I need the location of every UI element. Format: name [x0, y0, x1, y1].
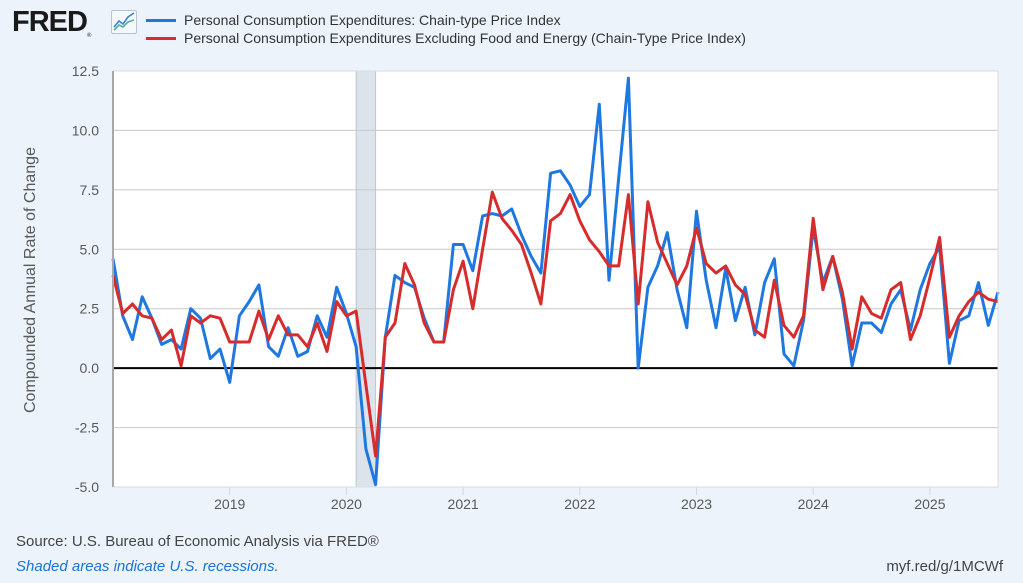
x-tick-label: 2020	[331, 496, 362, 512]
line-chart-icon[interactable]	[111, 10, 137, 34]
legend-label-core-pce: Personal Consumption Expenditures Exclud…	[184, 30, 746, 46]
recession-shading-group	[113, 70, 998, 488]
series-group	[111, 76, 1000, 487]
legend-label-pce: Personal Consumption Expenditures: Chain…	[184, 12, 561, 28]
y-tick-label: 12.5	[72, 63, 99, 79]
x-tick-label: 2024	[798, 496, 829, 512]
registered-mark: ®	[86, 33, 92, 39]
series-line-pce[interactable]	[111, 76, 1000, 487]
line-chart-icon-graphic	[113, 12, 135, 31]
y-tick-label: 0.0	[80, 360, 100, 376]
series-line-core-pce[interactable]	[111, 190, 999, 458]
source-note: Source: U.S. Bureau of Economic Analysis…	[16, 533, 379, 550]
x-tick-label: 2023	[681, 496, 712, 512]
y-tick-label: -2.5	[75, 420, 99, 436]
y-tick-label: 2.5	[80, 301, 100, 317]
plot-background	[113, 71, 998, 487]
x-tick-label: 2025	[914, 496, 945, 512]
legend-item-core-pce[interactable]: Personal Consumption Expenditures Exclud…	[146, 29, 746, 47]
x-tick-label: 2021	[448, 496, 479, 512]
x-ticks-group: 2019 2020 2021 2022 2023 2024 2025	[214, 487, 946, 512]
short-link[interactable]: myf.red/g/1MCWf	[886, 558, 1003, 575]
y-tick-label: 10.0	[72, 122, 99, 138]
recession-note: Shaded areas indicate U.S. recessions.	[16, 558, 279, 575]
y-tick-label: 7.5	[80, 182, 100, 198]
legend: Personal Consumption Expenditures: Chain…	[146, 11, 746, 47]
y-tick-labels-group: 12.5 10.0 7.5 5.0 2.5 0.0 -2.5 -5.0	[72, 63, 99, 495]
legend-swatch-pce	[146, 18, 176, 22]
legend-item-pce[interactable]: Personal Consumption Expenditures: Chain…	[146, 11, 746, 29]
fred-logo[interactable]: FRED®	[12, 6, 91, 39]
legend-swatch-core-pce	[146, 36, 176, 40]
x-tick-label: 2022	[564, 496, 595, 512]
y-tick-label: 5.0	[80, 241, 100, 257]
y-tick-label: -5.0	[75, 479, 99, 495]
fred-logo-text: FRED	[12, 6, 88, 38]
x-tick-label: 2019	[214, 496, 245, 512]
